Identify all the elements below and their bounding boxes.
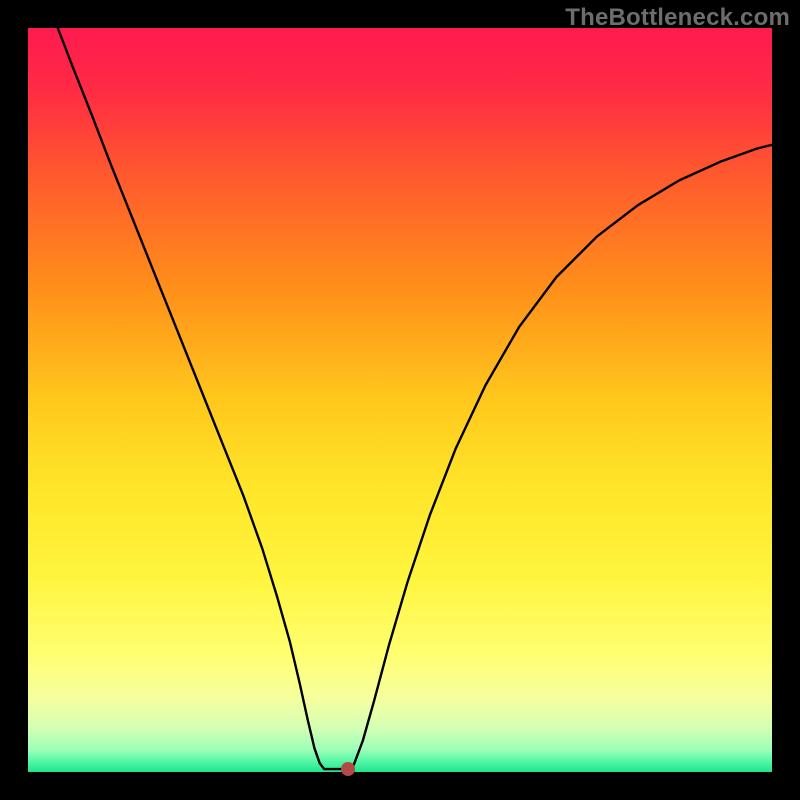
plot-area (28, 28, 772, 772)
optimal-point-marker (341, 762, 355, 776)
curve-path (58, 28, 772, 769)
bottleneck-curve (28, 28, 772, 772)
